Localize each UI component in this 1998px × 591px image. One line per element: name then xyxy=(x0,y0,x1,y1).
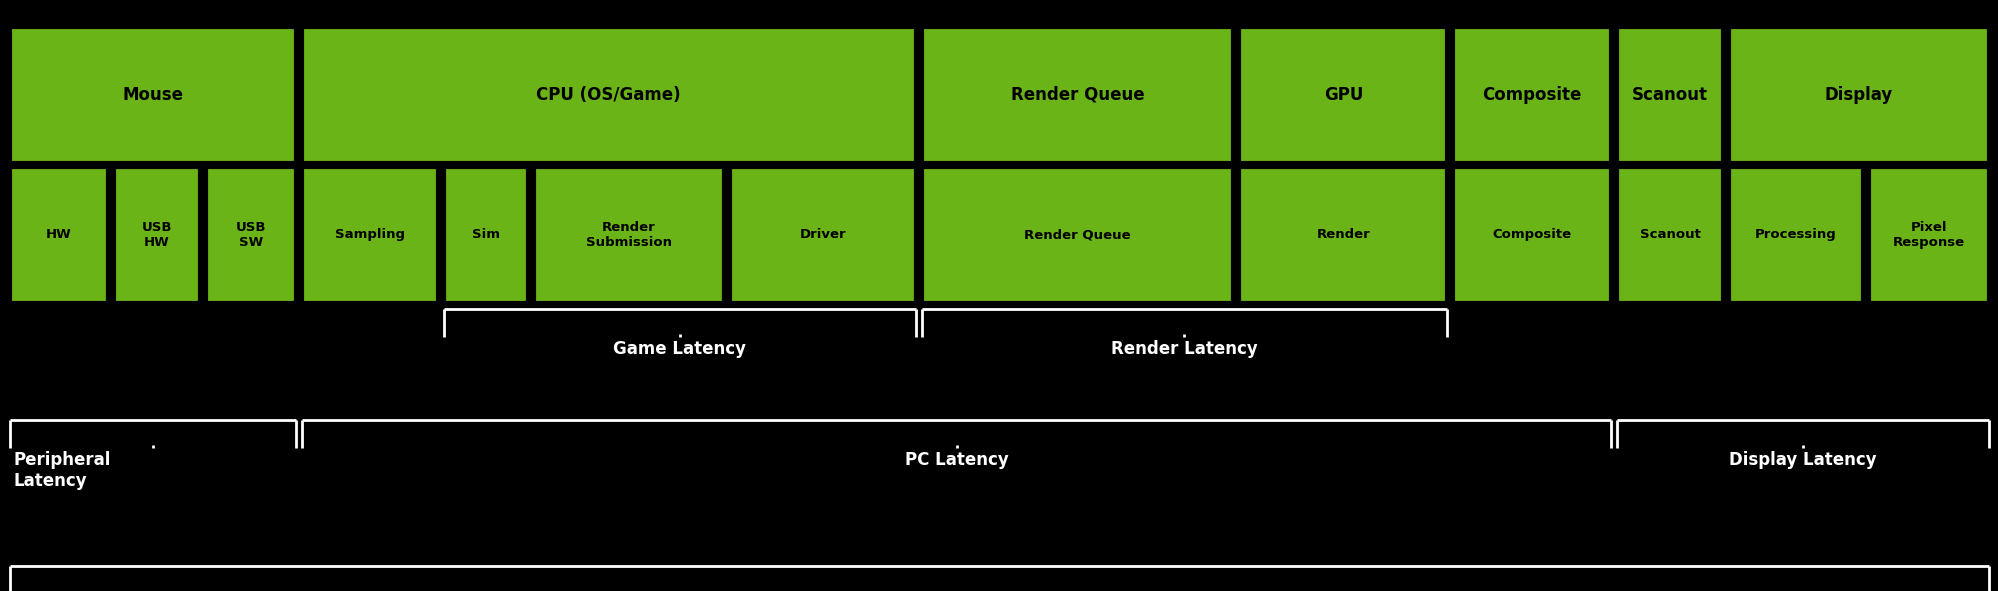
Bar xyxy=(1616,27,1722,163)
Text: PC Latency: PC Latency xyxy=(905,451,1007,469)
Text: Game Latency: Game Latency xyxy=(613,340,745,358)
Text: HW: HW xyxy=(46,228,72,241)
Bar xyxy=(921,167,1233,303)
Text: Render Latency: Render Latency xyxy=(1111,340,1257,358)
Text: Mouse: Mouse xyxy=(122,86,184,103)
Bar xyxy=(1453,27,1610,163)
Text: Peripheral
Latency: Peripheral Latency xyxy=(14,451,112,490)
Bar xyxy=(533,167,723,303)
Text: Sim: Sim xyxy=(472,228,500,241)
Bar xyxy=(1453,167,1610,303)
Bar xyxy=(10,27,296,163)
Bar xyxy=(1728,27,1988,163)
Text: Scanout: Scanout xyxy=(1638,228,1700,241)
Bar xyxy=(10,167,108,303)
Bar xyxy=(206,167,296,303)
Bar xyxy=(1616,167,1722,303)
Text: USB
HW: USB HW xyxy=(142,220,172,249)
Bar xyxy=(1728,167,1862,303)
Bar xyxy=(302,27,915,163)
Text: Render Queue: Render Queue xyxy=(1011,86,1143,103)
Bar xyxy=(1868,167,1988,303)
Text: Composite: Composite xyxy=(1483,86,1580,103)
Text: Processing: Processing xyxy=(1754,228,1836,241)
Text: Driver: Driver xyxy=(799,228,845,241)
Text: Composite: Composite xyxy=(1493,228,1570,241)
Bar xyxy=(729,167,915,303)
Text: Pixel
Response: Pixel Response xyxy=(1892,220,1964,249)
Bar xyxy=(1239,167,1447,303)
Text: Scanout: Scanout xyxy=(1630,86,1708,103)
Bar xyxy=(302,167,438,303)
Bar xyxy=(444,167,527,303)
Text: Render
Submission: Render Submission xyxy=(585,220,671,249)
Text: USB
SW: USB SW xyxy=(236,220,266,249)
Bar xyxy=(1239,27,1447,163)
Bar xyxy=(921,27,1233,163)
Text: GPU: GPU xyxy=(1323,86,1363,103)
Text: Render: Render xyxy=(1317,228,1369,241)
Text: Sampling: Sampling xyxy=(334,228,406,241)
Text: Render Queue: Render Queue xyxy=(1023,228,1131,241)
Text: Display Latency: Display Latency xyxy=(1728,451,1876,469)
Text: CPU (OS/Game): CPU (OS/Game) xyxy=(535,86,681,103)
Text: Display: Display xyxy=(1824,86,1892,103)
Bar xyxy=(114,167,200,303)
